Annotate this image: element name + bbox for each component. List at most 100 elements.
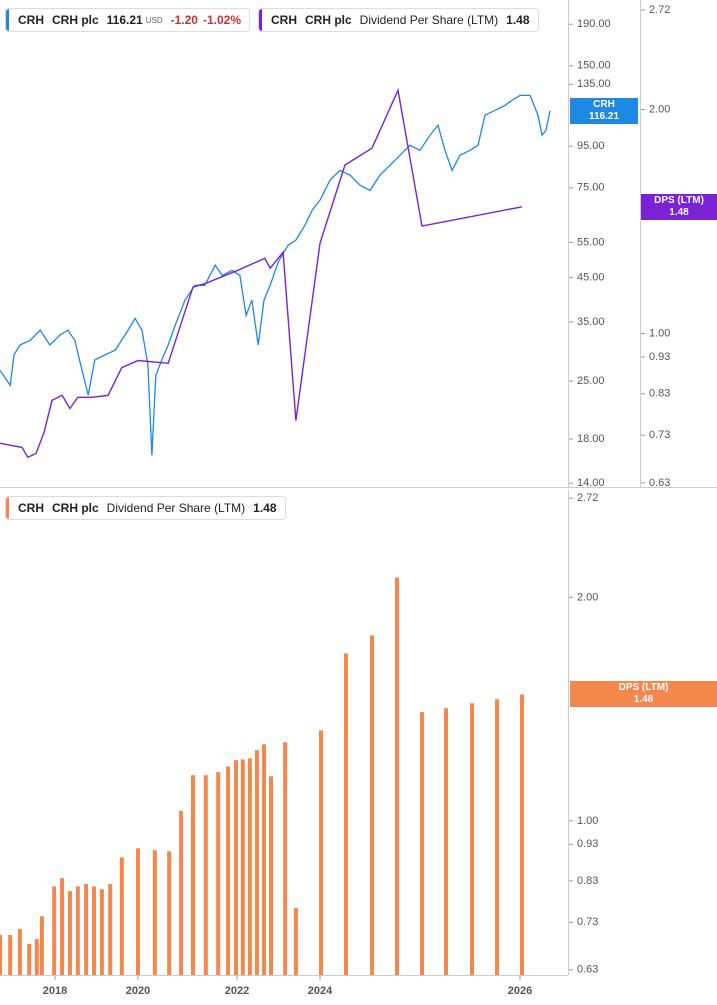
bar xyxy=(319,730,323,975)
bar xyxy=(84,884,89,975)
bar xyxy=(136,848,140,975)
bar xyxy=(8,934,13,975)
bar xyxy=(495,699,499,975)
bar xyxy=(17,929,22,975)
legend-price-value: 116.21 xyxy=(106,13,143,27)
bar xyxy=(261,744,266,975)
price-badge: CRH 116.21 xyxy=(570,97,638,124)
bar xyxy=(152,850,157,975)
bar xyxy=(119,857,124,975)
badge-value: 1.48 xyxy=(633,694,654,706)
bar xyxy=(60,878,65,975)
y-tick-label: 14.00 xyxy=(577,477,605,489)
bar xyxy=(293,908,298,975)
bar xyxy=(92,886,97,975)
y2-tick-label: 0.93 xyxy=(649,351,670,363)
bar xyxy=(203,775,208,975)
legend-change: -1.20 xyxy=(170,13,198,27)
bar xyxy=(75,886,80,975)
series-line xyxy=(0,87,523,459)
legend-change-pct: -1.02% xyxy=(202,13,241,27)
y2-tick-label: 1.00 xyxy=(649,327,670,339)
y-tick-label: 0.93 xyxy=(577,838,598,850)
bar-badge: DPS (LTM) 1.48 xyxy=(570,681,717,708)
y-tick-label: 2.00 xyxy=(577,591,598,603)
y-tick-label: 95.00 xyxy=(577,140,605,152)
bar xyxy=(247,758,252,975)
y2-tick-label: 0.83 xyxy=(649,388,670,400)
legend-series-name: Dividend Per Share (LTM) xyxy=(106,501,246,515)
y-tick-label: 0.73 xyxy=(577,916,598,928)
y-tick-label: 190.00 xyxy=(577,18,611,30)
legend-company: CRH plc xyxy=(52,13,99,27)
bar xyxy=(420,712,424,975)
badge-value: 116.21 xyxy=(588,110,620,122)
legend-bar-value: 1.48 xyxy=(253,501,277,515)
y-tick-label: 25.00 xyxy=(577,375,605,387)
y-tick-label: 0.83 xyxy=(577,875,598,887)
y-tick-label: 45.00 xyxy=(577,272,605,284)
legend-bars: CRH CRH plc Dividend Per Share (LTM) 1.4… xyxy=(5,496,286,520)
y-tick-label: 0.63 xyxy=(577,964,598,976)
y-tick-label: 35.00 xyxy=(577,316,605,328)
y-tick-label: 75.00 xyxy=(577,182,605,194)
x-tick-label: 2020 xyxy=(126,985,150,997)
bar xyxy=(254,750,259,975)
x-tick-label: 2018 xyxy=(43,985,67,997)
legend-ticker: CRH xyxy=(18,501,44,515)
y-tick-label: 150.00 xyxy=(577,60,611,72)
dps-panel: 2.72 2.00 1.00 0.93 0.83 0.73 0.63 2018 2020 2022… xyxy=(0,492,598,997)
badge-label: DPS (LTM) xyxy=(654,194,704,206)
bar xyxy=(216,772,221,975)
bar xyxy=(52,886,57,975)
bar xyxy=(34,939,39,975)
legend-price: CRH CRH plc 116.21 USD -1.20 -1.02% xyxy=(5,8,250,32)
legend-currency: USD xyxy=(145,15,163,25)
y-tick-label: 135.00 xyxy=(577,78,611,90)
legend-swatch xyxy=(6,497,9,519)
bar xyxy=(226,766,231,975)
bar xyxy=(395,577,399,975)
bar xyxy=(167,851,172,975)
bar xyxy=(234,760,239,975)
badge-value: 1.48 xyxy=(669,206,689,218)
x-tick-label: 2026 xyxy=(508,985,532,997)
legend-series-name: Dividend Per Share (LTM) xyxy=(359,13,499,27)
legend-swatch xyxy=(259,9,262,31)
bar xyxy=(370,635,374,975)
x-tick-label: 2022 xyxy=(225,985,249,997)
y2-tick-label: 2.00 xyxy=(649,103,670,115)
y-tick-label: 55.00 xyxy=(577,236,605,248)
bar xyxy=(269,776,274,975)
legend-dps-value: 1.48 xyxy=(506,13,530,27)
bar xyxy=(190,775,195,975)
bar xyxy=(27,943,32,975)
legend-dps: CRH CRH plc Dividend Per Share (LTM) 1.4… xyxy=(258,8,539,32)
price-panel: 190.00 150.00 135.00 95.00 75.00 55.00 45.00 35… xyxy=(0,4,670,489)
bar xyxy=(344,653,348,975)
y-tick-label: 18.00 xyxy=(577,433,605,445)
bar xyxy=(520,694,524,975)
y-tick-label: 2.72 xyxy=(577,492,598,504)
legend-company: CRH plc xyxy=(305,13,352,27)
badge-label: DPS (LTM) xyxy=(618,682,669,694)
y2-tick-label: 0.63 xyxy=(649,477,670,489)
badge-label: CRH xyxy=(593,98,615,110)
bar xyxy=(67,891,72,975)
y-tick-label: 1.00 xyxy=(577,815,598,827)
legend-ticker: CRH xyxy=(271,13,297,27)
bar xyxy=(108,884,113,975)
bar xyxy=(0,934,2,975)
bar xyxy=(240,759,245,975)
bar xyxy=(39,916,44,975)
series-line xyxy=(0,94,551,456)
legend-ticker: CRH xyxy=(18,13,44,27)
legend-company: CRH plc xyxy=(52,501,99,515)
y2-tick-label: 0.73 xyxy=(649,429,670,441)
bar xyxy=(283,742,288,975)
bar xyxy=(470,703,474,975)
bar xyxy=(179,811,184,975)
bar xyxy=(99,889,104,975)
bar xyxy=(444,708,448,975)
